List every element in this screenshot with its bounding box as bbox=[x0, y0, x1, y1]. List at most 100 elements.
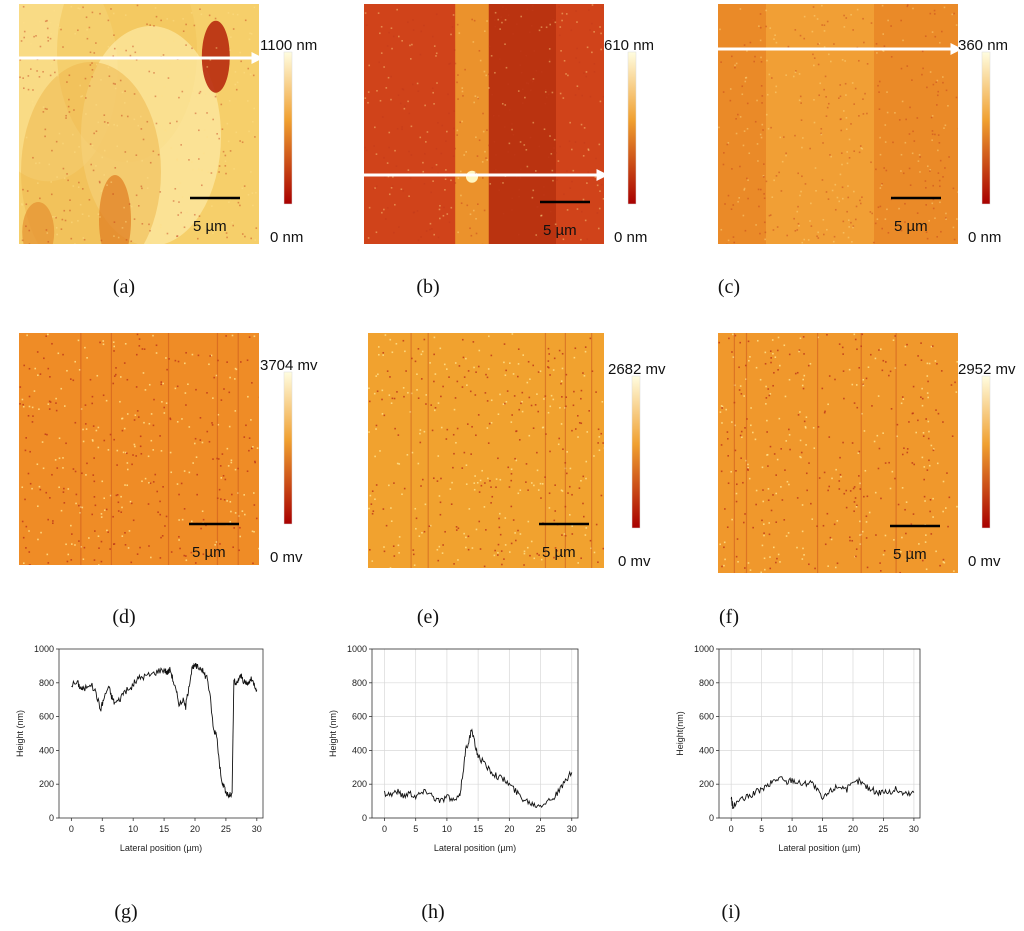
colorbar-max-label-c: 360 nm bbox=[958, 37, 1008, 54]
y-tick-label: 0 bbox=[709, 813, 714, 823]
y-tick-label: 400 bbox=[352, 745, 367, 755]
x-tick-label: 30 bbox=[567, 824, 577, 834]
colorbar-b bbox=[627, 51, 637, 205]
y-axis-label: Height(nm) bbox=[675, 711, 685, 756]
caption-a: (a) bbox=[113, 276, 135, 298]
colorbar-min-label-d: 0 mv bbox=[270, 549, 303, 566]
x-axis-label: Lateral position (µm) bbox=[434, 843, 516, 853]
x-tick-label: 20 bbox=[848, 824, 858, 834]
line-chart-3: 0 5 10 15 20 25 30 0 200 400 600 800 1000 Lateral pos… bbox=[675, 644, 921, 923]
y-tick-label: 800 bbox=[699, 678, 714, 688]
x-tick-label: 20 bbox=[504, 824, 514, 834]
colorbar-max-label-e: 2682 mv bbox=[608, 361, 666, 378]
scale-bar-label-c: 5 µm bbox=[894, 218, 928, 235]
caption-g: (g) bbox=[114, 901, 137, 923]
plot-frame bbox=[58, 648, 264, 819]
y-tick-label: 600 bbox=[352, 712, 367, 722]
y-tick-label: 200 bbox=[352, 779, 367, 789]
map-panel-b: 5 µm 610 nm 0 nm (b) bbox=[364, 4, 654, 298]
x-tick-label: 10 bbox=[442, 824, 452, 834]
map-image-e bbox=[368, 333, 604, 568]
map-texture-a bbox=[19, 4, 258, 244]
map-image-f bbox=[718, 333, 958, 573]
map-panel-c: 5 µm 360 nm 0 nm (c) bbox=[718, 4, 1008, 298]
plot-frame bbox=[371, 648, 579, 819]
y-tick-label: 800 bbox=[39, 678, 54, 688]
line-chart-2: 0 5 10 15 20 25 30 0 200 400 600 800 1000 Lateral pos… bbox=[328, 644, 579, 923]
y-tick-label: 0 bbox=[362, 813, 367, 823]
colorbar-max-label-d: 3704 mv bbox=[260, 357, 318, 374]
caption-i: (i) bbox=[722, 901, 741, 923]
height-profile-line bbox=[730, 776, 915, 809]
x-tick-label: 25 bbox=[536, 824, 546, 834]
caption-e: (e) bbox=[417, 606, 439, 628]
colorbar-c bbox=[981, 51, 991, 205]
colorbar-min-label-b: 0 nm bbox=[614, 229, 647, 246]
x-tick-label: 5 bbox=[413, 824, 418, 834]
colorbar-max-label-b: 610 nm bbox=[604, 37, 654, 54]
scale-bar-label-a: 5 µm bbox=[193, 218, 227, 235]
map-panel-a: 5 µm 1100 nm 0 nm (a) bbox=[19, 4, 317, 298]
colorbar-max-label-f: 2952 mv bbox=[958, 361, 1016, 378]
height-profile-line bbox=[71, 662, 258, 799]
x-tick-label: 10 bbox=[128, 824, 138, 834]
line-chart-1: 0 5 10 15 20 25 30 0 200 400 600 800 1000 Lateral pos… bbox=[15, 644, 264, 923]
map-image-d bbox=[19, 333, 259, 565]
x-tick-label: 5 bbox=[759, 824, 764, 834]
x-tick-label: 0 bbox=[382, 824, 387, 834]
caption-f: (f) bbox=[719, 606, 739, 628]
x-tick-label: 25 bbox=[878, 824, 888, 834]
plot-frame bbox=[718, 648, 921, 819]
y-tick-label: 1000 bbox=[34, 644, 54, 654]
caption-d: (d) bbox=[112, 606, 135, 628]
caption-c: (c) bbox=[718, 276, 740, 298]
y-tick-label: 400 bbox=[39, 745, 54, 755]
y-tick-label: 200 bbox=[699, 779, 714, 789]
colorbar-d bbox=[283, 371, 293, 525]
colorbar-max-label-a: 1100 nm bbox=[260, 37, 317, 54]
colorbar-a bbox=[283, 51, 293, 205]
x-tick-label: 15 bbox=[159, 824, 169, 834]
caption-b: (b) bbox=[416, 276, 439, 298]
x-tick-label: 30 bbox=[909, 824, 919, 834]
map-panel-f: 5 µm 2952 mv 0 mv (f) bbox=[718, 333, 1016, 628]
caption-h: (h) bbox=[421, 901, 444, 923]
x-tick-label: 25 bbox=[221, 824, 231, 834]
y-tick-label: 200 bbox=[39, 779, 54, 789]
map-texture-b bbox=[364, 4, 604, 244]
map-texture-c bbox=[718, 4, 958, 244]
y-axis-label: Height (nm) bbox=[15, 710, 25, 757]
y-tick-label: 600 bbox=[39, 712, 54, 722]
x-tick-label: 5 bbox=[100, 824, 105, 834]
height-profile-line bbox=[384, 728, 573, 808]
colorbar-min-label-a: 0 nm bbox=[270, 229, 303, 246]
y-tick-label: 0 bbox=[49, 813, 54, 823]
x-tick-label: 20 bbox=[190, 824, 200, 834]
scale-bar-label-e: 5 µm bbox=[542, 544, 576, 561]
maps-layer: 5 µm 1100 nm 0 nm (a) 5 µm 610 nm 0 nm (b) 5 µm 3… bbox=[19, 4, 1016, 628]
colorbar-min-label-e: 0 mv bbox=[618, 553, 651, 570]
x-tick-label: 10 bbox=[787, 824, 797, 834]
x-tick-label: 0 bbox=[69, 824, 74, 834]
x-tick-label: 0 bbox=[729, 824, 734, 834]
scale-bar-label-f: 5 µm bbox=[893, 546, 927, 563]
x-axis-label: Lateral position (µm) bbox=[120, 843, 202, 853]
x-axis-label: Lateral position (µm) bbox=[778, 843, 860, 853]
colorbar-e bbox=[631, 375, 641, 529]
map-panel-d: 5 µm 3704 mv 0 mv (d) bbox=[19, 333, 318, 628]
x-tick-label: 30 bbox=[252, 824, 262, 834]
y-tick-label: 400 bbox=[699, 745, 714, 755]
scale-bar-label-b: 5 µm bbox=[543, 222, 577, 239]
y-tick-label: 1000 bbox=[694, 644, 714, 654]
map-texture-d bbox=[19, 333, 259, 565]
colorbar-min-label-c: 0 nm bbox=[968, 229, 1001, 246]
y-tick-label: 1000 bbox=[347, 644, 367, 654]
y-axis-label: Height (nm) bbox=[328, 710, 338, 757]
x-tick-label: 15 bbox=[473, 824, 483, 834]
scale-bar-label-d: 5 µm bbox=[192, 544, 226, 561]
map-texture-f bbox=[718, 333, 958, 573]
x-tick-label: 15 bbox=[818, 824, 828, 834]
y-tick-label: 800 bbox=[352, 678, 367, 688]
